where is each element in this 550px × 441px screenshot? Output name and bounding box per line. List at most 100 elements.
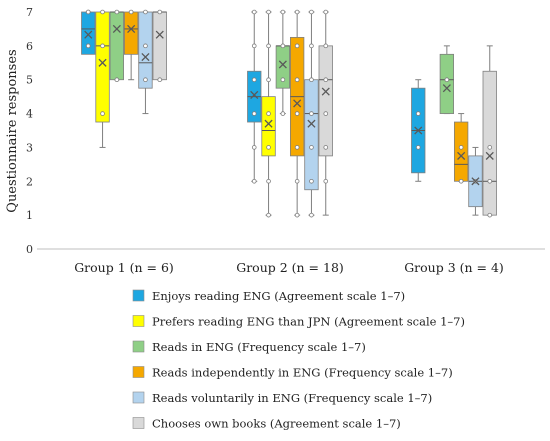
mean-marker — [471, 177, 480, 186]
y-tick-label: 1 — [26, 209, 33, 222]
data-point — [128, 9, 134, 15]
data-point — [294, 9, 300, 15]
mean-marker — [442, 84, 451, 93]
data-point — [458, 145, 464, 150]
legend-swatch — [132, 391, 145, 404]
data-point — [143, 43, 148, 49]
data-point — [323, 9, 329, 15]
data-point — [266, 178, 271, 184]
data-point — [251, 77, 257, 83]
box-body — [138, 11, 153, 89]
data-point — [294, 178, 300, 184]
y-axis-title: Questionnaire responses — [5, 49, 20, 212]
data-point — [280, 77, 286, 83]
box-group — [411, 79, 426, 182]
legend-label: Reads voluntarily in ENG (Frequency scal… — [152, 391, 432, 405]
data-point — [294, 111, 300, 116]
box-body — [482, 70, 497, 216]
box-group — [261, 9, 276, 218]
x-category-label: Group 2 (n = 18) — [236, 260, 344, 275]
data-point — [85, 43, 91, 49]
data-point — [100, 43, 105, 49]
legend-swatch — [132, 366, 145, 378]
data-point — [487, 212, 493, 218]
data-point — [309, 212, 314, 218]
data-point — [323, 77, 329, 83]
mean-marker — [141, 52, 150, 62]
legend-label: Reads in ENG (Frequency scale 1–7) — [152, 340, 366, 354]
data-point — [415, 111, 421, 116]
data-point — [323, 43, 329, 49]
y-tick-label: 6 — [26, 40, 33, 53]
box-body — [318, 45, 333, 157]
data-point — [458, 178, 464, 184]
data-point — [309, 178, 314, 184]
data-point — [100, 111, 105, 116]
box-body — [439, 53, 455, 114]
boxes-layer — [81, 9, 497, 218]
data-point — [251, 43, 257, 49]
legend-label: Reads independently in ENG (Frequency sc… — [152, 366, 453, 380]
data-point — [100, 9, 105, 15]
data-point — [323, 178, 329, 184]
mean-marker — [457, 151, 466, 160]
box-group — [124, 9, 139, 81]
mean-marker — [112, 24, 121, 33]
box-group — [138, 9, 153, 115]
box-body — [95, 11, 110, 123]
box-group — [453, 113, 469, 184]
legend-swatch — [132, 340, 145, 353]
y-tick-label: 4 — [26, 108, 33, 121]
data-point — [143, 77, 148, 83]
data-point — [157, 77, 163, 83]
x-category-label: Group 1 (n = 6) — [74, 260, 174, 275]
box-body — [109, 11, 124, 81]
data-point — [309, 43, 314, 49]
x-axis-labels: Group 1 (n = 6) Group 2 (n = 18) Group 3 (… — [74, 260, 504, 275]
y-axis: 0 1 2 3 4 5 6 7 — [26, 6, 33, 256]
legend-label: Enjoys reading ENG (Agreement scale 1–7) — [152, 289, 405, 303]
data-point — [266, 111, 271, 116]
data-point — [487, 178, 493, 184]
data-point — [294, 43, 300, 49]
data-point — [309, 9, 314, 15]
mean-marker — [155, 30, 164, 39]
x-category-label: Group 3 (n = 4) — [404, 260, 504, 275]
legend-swatch — [132, 417, 145, 429]
data-point — [323, 111, 329, 116]
box-group — [318, 9, 333, 216]
legend: Enjoys reading ENG (Agreement scale 1–7)… — [132, 289, 465, 431]
data-point — [309, 145, 314, 150]
data-point — [294, 212, 300, 218]
mean-marker — [485, 151, 494, 160]
data-point — [251, 178, 257, 184]
mean-marker — [307, 119, 316, 128]
data-point — [266, 43, 271, 49]
data-point — [266, 212, 271, 218]
data-point — [415, 145, 421, 150]
data-point — [294, 145, 300, 150]
box-group — [81, 9, 96, 55]
y-tick-label: 7 — [26, 6, 33, 19]
mean-marker — [264, 119, 273, 128]
data-point — [309, 77, 314, 83]
mean-marker — [250, 90, 259, 100]
mean-marker — [98, 58, 107, 67]
mean-marker — [278, 60, 287, 69]
box-body — [152, 11, 167, 81]
box-group — [247, 9, 262, 184]
legend-label: Prefers reading ENG than JPN (Agreement … — [152, 315, 465, 329]
box-group — [152, 9, 167, 83]
box-group — [109, 9, 124, 83]
mean-marker — [321, 87, 330, 96]
y-tick-label: 2 — [26, 175, 33, 188]
data-point — [114, 77, 120, 83]
data-point — [294, 77, 300, 83]
legend-swatch — [132, 315, 145, 327]
box-body — [261, 96, 276, 157]
data-point — [266, 145, 271, 150]
legend-label: Chooses own books (Agreement scale 1–7) — [152, 417, 401, 431]
data-point — [266, 9, 271, 15]
box-body — [304, 79, 319, 191]
data-point — [323, 145, 329, 150]
